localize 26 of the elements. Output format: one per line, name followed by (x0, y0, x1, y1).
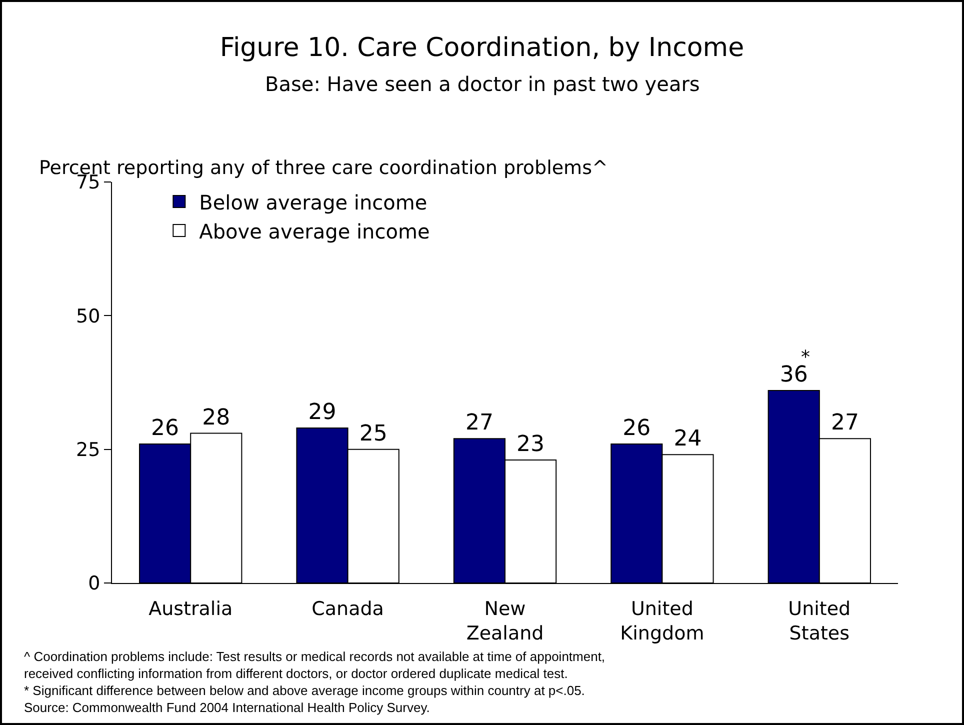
text: received conflicting information from different doctors, or doctor ordered duplicate medical test. (24, 666, 568, 681)
x-tick-label: Canada (312, 598, 384, 620)
data-label: 26 (622, 416, 651, 441)
text: * Significant difference between below and above average income groups within country at p<.05. (24, 683, 585, 698)
y-tick-label: 50 (76, 305, 100, 328)
x-tick-label: New Zealand (466, 598, 544, 644)
data-label: 29 (308, 400, 336, 425)
legend-label: Below average income (199, 190, 428, 214)
y-tick-label: 0 (88, 572, 100, 595)
text: ^ Coordination problems include: Test results or medical records not available at time of appointment, (24, 649, 606, 664)
chart-subtitle: Base: Have seen a doctor in past two years (265, 72, 700, 96)
data-label: 36 (780, 362, 808, 388)
data-label: 27 (465, 410, 494, 436)
data-label: 28 (202, 405, 230, 430)
data-label: 25 (359, 421, 388, 446)
y-tick-label: 25 (76, 438, 100, 461)
legend-label: Above average income (199, 219, 430, 244)
x-tick-label: Australia (148, 598, 233, 620)
x-tick-label: United Kingdom (620, 598, 704, 644)
data-label: 23 (516, 432, 545, 458)
data-label: 27 (830, 410, 859, 436)
chart-title: Figure 10. Care Coordination, by Income (220, 33, 744, 64)
data-label: 24 (674, 426, 702, 452)
data-label: 26 (151, 416, 180, 441)
x-tick-label: United States (788, 598, 851, 644)
source-note: Source: Commonwealth Fund 2004 International Health Policy Survey. (24, 700, 430, 715)
